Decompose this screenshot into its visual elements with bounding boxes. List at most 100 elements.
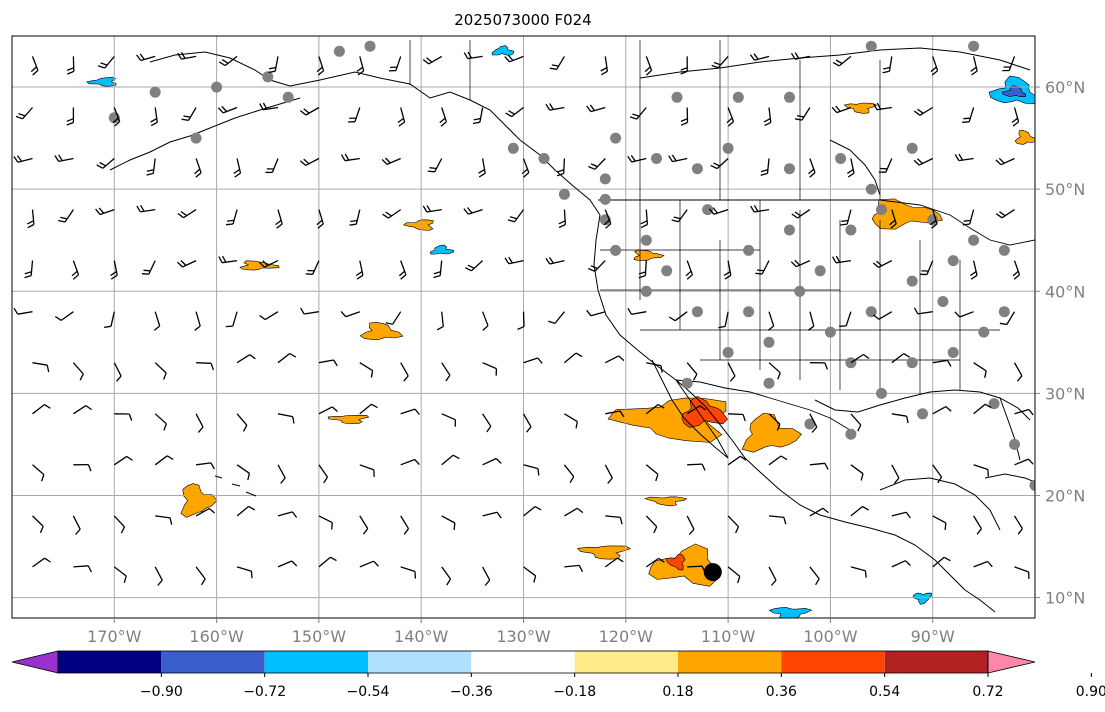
wind-barb	[522, 413, 532, 433]
wind-barb	[136, 204, 156, 213]
wind-barb	[768, 455, 788, 466]
wind-barb	[809, 566, 820, 586]
wind-barb	[195, 507, 216, 517]
wind-barb	[962, 209, 975, 226]
wind-barb	[265, 158, 279, 174]
wind-barb	[1002, 56, 1016, 72]
wind-barb	[999, 311, 1016, 326]
wind-barbs	[13, 51, 1034, 586]
wind-barb	[1011, 107, 1020, 127]
cuba	[984, 473, 1035, 483]
wind-barb	[316, 209, 324, 229]
wind-barb	[177, 52, 197, 60]
wind-barb	[523, 357, 543, 364]
wind-barb	[1013, 515, 1023, 535]
wind-barb	[349, 209, 361, 226]
latitude-tick-label: 20°N	[1045, 486, 1085, 505]
wind-barb	[586, 104, 606, 113]
longitude-tick-label: 110°W	[701, 627, 756, 646]
wind-barb	[340, 153, 360, 162]
wind-barb	[646, 362, 663, 373]
wind-barb	[73, 405, 92, 415]
wind-barb	[277, 511, 298, 518]
wind-barb	[718, 311, 729, 329]
wind-barb	[196, 362, 215, 371]
colorbar-tick-label: −0.18	[553, 684, 596, 700]
cloud-cover-marker	[691, 306, 703, 318]
wind-barb	[225, 311, 238, 328]
wind-barb	[465, 260, 484, 272]
wind-barb	[236, 566, 253, 579]
wind-barb	[1014, 458, 1034, 466]
wind-barb	[794, 107, 811, 121]
hurricane-marker	[703, 563, 722, 582]
central-america	[964, 589, 996, 613]
wind-barb	[969, 260, 978, 280]
wind-barb	[318, 359, 338, 367]
longitude-tick-label: 140°W	[394, 627, 449, 646]
cloud-cover-marker	[917, 408, 928, 420]
wind-barb	[1014, 408, 1034, 416]
cloud-cover-marker	[1009, 438, 1020, 450]
cloud-cover-marker	[149, 86, 161, 98]
wind-barb	[671, 209, 688, 223]
wind-barb	[58, 209, 74, 223]
wind-barb	[113, 566, 127, 583]
wind-barb	[645, 464, 659, 482]
wind-barb	[604, 557, 624, 568]
wind-barb	[809, 362, 829, 370]
longitude-tick-label: 120°W	[599, 627, 654, 646]
wind-barb	[728, 413, 746, 422]
wind-barb	[154, 362, 167, 380]
wind-barb	[400, 458, 420, 466]
north-america-west-coast	[593, 214, 966, 591]
wind-barb	[259, 311, 279, 321]
cloud-cover-marker	[681, 377, 693, 389]
wind-barb	[919, 260, 934, 276]
wind-barb	[640, 209, 649, 229]
wind-barb	[973, 515, 982, 535]
wind-barb	[32, 404, 51, 415]
positive-anomaly-region	[633, 249, 665, 261]
wind-barb	[275, 209, 283, 229]
wind-barb	[504, 54, 524, 63]
wind-barb	[932, 464, 943, 484]
wind-barb	[629, 107, 647, 120]
wind-barb	[791, 209, 811, 219]
wind-barb	[872, 260, 893, 268]
wind-barb	[340, 310, 361, 318]
wind-barb	[763, 107, 772, 127]
colorbar-segment	[161, 651, 265, 673]
wind-barb	[400, 515, 410, 535]
wind-barb	[299, 157, 320, 166]
colorbar-tick-label: −0.54	[347, 684, 390, 700]
wind-barb	[154, 413, 168, 431]
wind-barb	[277, 560, 298, 568]
wind-barb	[397, 107, 406, 127]
wind-barb	[113, 455, 133, 466]
wind-barb	[388, 56, 402, 72]
wind-barb	[422, 55, 443, 65]
colorbar-tick-label: 0.72	[972, 684, 1003, 700]
wind-barb	[482, 566, 491, 586]
wind-barb	[727, 455, 747, 466]
wind-barb	[359, 464, 375, 477]
wind-barb	[768, 515, 787, 525]
cloud-cover-marker	[763, 377, 775, 389]
cloud-cover-marker	[876, 204, 887, 216]
wind-barb	[507, 209, 525, 223]
wind-barb	[103, 311, 115, 329]
wind-barb	[146, 158, 156, 176]
wind-barb	[218, 255, 238, 264]
wind-barb	[1013, 362, 1023, 382]
cloud-cover-marker	[722, 142, 734, 154]
wind-barb	[563, 464, 575, 484]
wind-barb	[472, 107, 484, 125]
wind-barb	[929, 209, 938, 229]
wind-barb	[196, 462, 215, 470]
wind-barb	[932, 515, 947, 530]
cloud-cover-marker	[784, 163, 795, 175]
wind-barb	[686, 405, 706, 415]
wind-barb	[32, 557, 51, 568]
wind-barb	[441, 515, 456, 530]
